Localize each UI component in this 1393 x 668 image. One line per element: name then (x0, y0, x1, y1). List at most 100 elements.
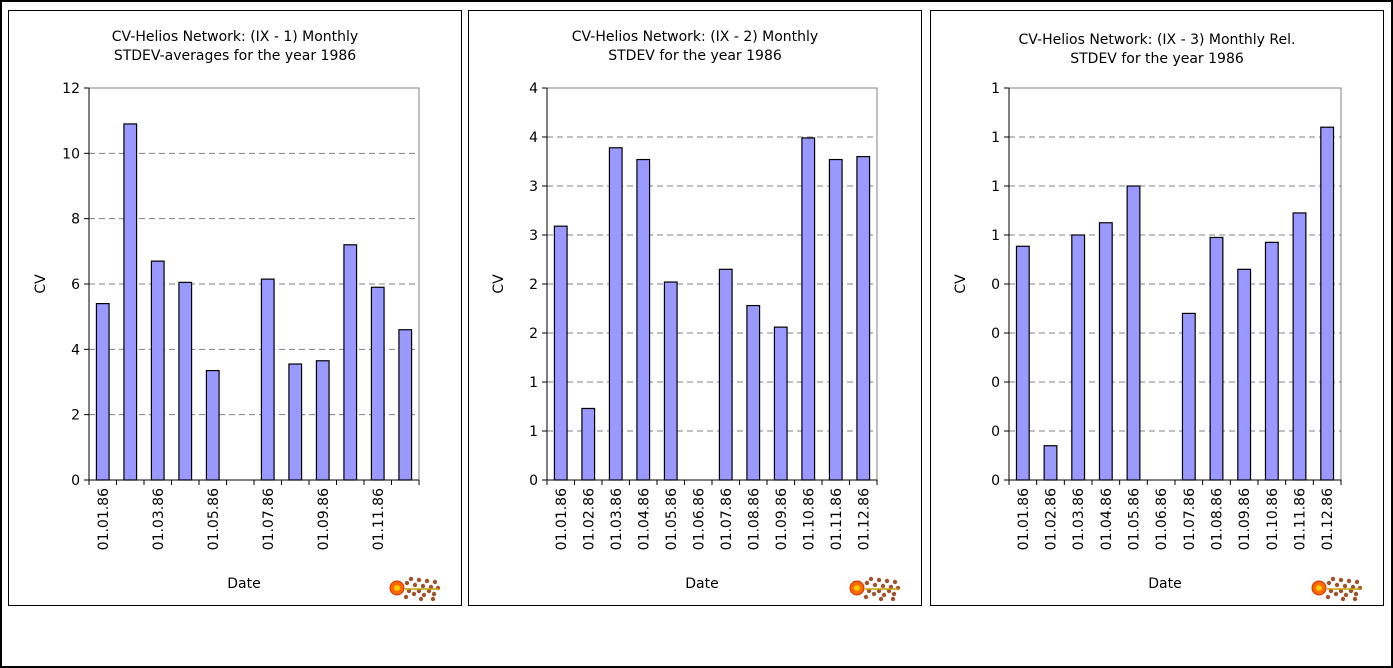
bar-01.11.86 (1292, 212, 1307, 481)
y-tick-label: 1 (991, 81, 1000, 97)
x-tick-label: 01.01.86 (554, 488, 570, 550)
chart-panel-2: CV-Helios Network: (IX - 2) Monthly STDEV… (468, 10, 922, 606)
bar-01.12.86 (856, 156, 871, 481)
bar-01.10.86 (801, 137, 816, 481)
x-tick-label: 01.05.86 (206, 488, 222, 550)
chart-title: CV-Helios Network: (IX - 1) Monthly STDEV… (112, 29, 358, 64)
bar-01.07.86 (718, 268, 733, 481)
y-tick-label: 4 (529, 81, 538, 97)
x-tick-label: 01.12.86 (1320, 488, 1336, 550)
bar-01.03.86 (1071, 234, 1086, 481)
bar-01.10.86 (343, 244, 358, 481)
bar-01.02.86 (1043, 445, 1058, 481)
x-tick-label: 01.05.86 (1127, 488, 1143, 550)
x-tick-label: 01.01.86 (1016, 488, 1032, 550)
helios-logo-icon (389, 576, 441, 602)
y-tick-label: 1 (991, 130, 1000, 146)
x-tick-label: 01.11.86 (829, 488, 845, 550)
y-tick-label: 1 (991, 179, 1000, 195)
bar-01.01.86 (95, 303, 110, 481)
y-tick-label: 0 (991, 473, 1000, 489)
bar-01.07.86 (260, 278, 275, 481)
y-tick-label: 0 (991, 375, 1000, 391)
x-tick-label: 01.07.86 (1182, 488, 1198, 550)
bar-01.05.86 (1126, 185, 1141, 481)
x-tick-label: 01.12.86 (856, 488, 872, 550)
x-tick-label: 01.06.86 (691, 488, 707, 550)
chart-svg-2: CV-Helios Network: (IX - 2) Monthly STDEV… (491, 29, 901, 602)
y-tick-label: 4 (71, 342, 80, 358)
x-tick-label: 01.03.86 (609, 488, 625, 550)
x-tick-label: 01.10.86 (801, 488, 817, 550)
chart-svg-3: CV-Helios Network: (IX - 3) Monthly Rel.… (953, 32, 1363, 602)
y-tick-label: 12 (62, 81, 80, 97)
y-tick-label: 10 (62, 146, 80, 162)
x-tick-label: 01.05.86 (664, 488, 680, 550)
bar-01.09.86 (315, 360, 330, 481)
bar-01.10.86 (1264, 241, 1279, 481)
bar-01.08.86 (1209, 236, 1224, 481)
bar-01.02.86 (581, 407, 596, 481)
x-axis-label: Date (685, 576, 718, 592)
bar-01.05.86 (663, 281, 678, 481)
y-tick-label: 0 (991, 277, 1000, 293)
x-tick-label: 01.03.86 (151, 488, 167, 550)
x-tick-label: 01.11.86 (1293, 488, 1309, 550)
y-axis-label: CV (953, 274, 969, 294)
y-tick-label: 0 (529, 473, 538, 489)
bar-01.01.86 (553, 225, 568, 481)
y-tick-label: 3 (529, 228, 538, 244)
y-tick-label: 2 (529, 326, 538, 342)
bar-01.07.86 (1181, 312, 1196, 481)
x-tick-label: 01.10.86 (1265, 488, 1281, 550)
x-tick-label: 01.08.86 (746, 488, 762, 550)
x-tick-label: 01.09.86 (774, 488, 790, 550)
x-axis-label: Date (1148, 576, 1181, 592)
y-tick-label: 4 (529, 130, 538, 146)
chart-panel-3: CV-Helios Network: (IX - 3) Monthly Rel.… (930, 10, 1384, 606)
bar-01.05.86 (205, 369, 220, 481)
chart-svg-1: CV-Helios Network: (IX - 1) Monthly STDEV… (33, 29, 441, 602)
bar-01.03.86 (608, 147, 623, 481)
y-axis-label: CV (491, 274, 507, 294)
bar-01.12.86 (1320, 126, 1335, 481)
y-tick-label: 2 (71, 408, 80, 424)
y-tick-label: 1 (991, 228, 1000, 244)
y-tick-label: 1 (529, 375, 538, 391)
bar-01.11.86 (370, 286, 385, 481)
y-axis-label: CV (33, 274, 49, 294)
y-tick-label: 6 (71, 277, 80, 293)
y-tick-label: 0 (71, 473, 80, 489)
bar-01.12.86 (398, 329, 413, 481)
bar-01.11.86 (828, 158, 843, 481)
bar-01.08.86 (746, 304, 761, 481)
x-tick-label: 01.07.86 (261, 488, 277, 550)
y-tick-label: 0 (991, 326, 1000, 342)
x-tick-label: 01.08.86 (1210, 488, 1226, 550)
x-tick-label: 01.07.86 (719, 488, 735, 550)
helios-logo-icon (1311, 576, 1363, 602)
bar-01.02.86 (123, 123, 138, 481)
x-tick-label: 01.04.86 (1099, 488, 1115, 550)
chart-panel-1: CV-Helios Network: (IX - 1) Monthly STDEV… (8, 10, 462, 606)
bar-01.04.86 (178, 281, 193, 481)
x-tick-label: 01.09.86 (1237, 488, 1253, 550)
x-tick-label: 01.11.86 (371, 488, 387, 550)
bar-01.04.86 (636, 158, 651, 481)
y-tick-label: 8 (71, 212, 80, 228)
bar-01.08.86 (288, 363, 303, 481)
x-axis-label: Date (227, 576, 260, 592)
y-tick-label: 3 (529, 179, 538, 195)
x-tick-label: 01.03.86 (1071, 488, 1087, 550)
helios-logo-icon (849, 576, 901, 602)
bar-01.09.86 (1237, 268, 1252, 481)
x-tick-label: 01.09.86 (316, 488, 332, 550)
y-tick-label: 0 (991, 424, 1000, 440)
x-tick-label: 01.02.86 (1044, 488, 1060, 550)
y-tick-label: 2 (529, 277, 538, 293)
bar-01.03.86 (150, 260, 165, 481)
chart-title: CV-Helios Network: (IX - 3) Monthly Rel.… (1019, 32, 1296, 67)
bar-01.04.86 (1098, 222, 1113, 481)
x-tick-label: 01.02.86 (581, 488, 597, 550)
